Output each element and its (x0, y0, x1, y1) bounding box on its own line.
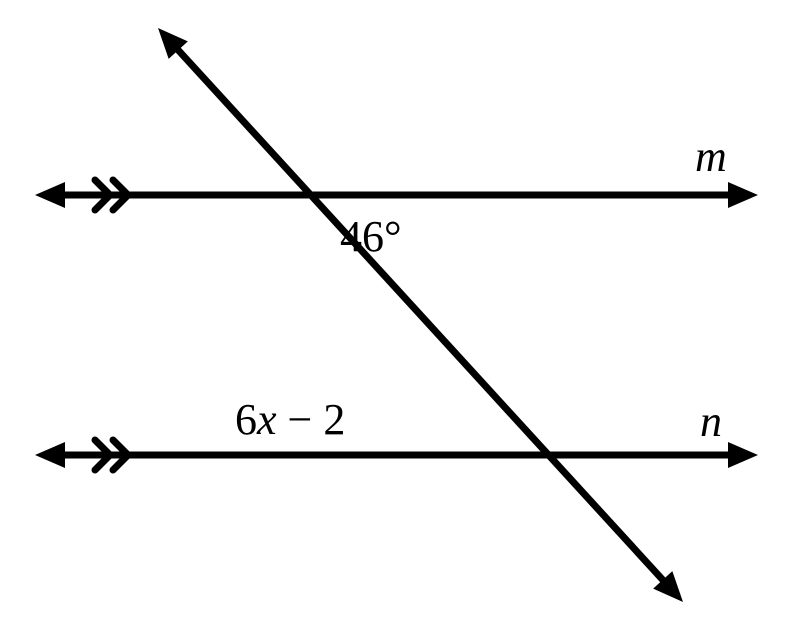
expr-variable: x (257, 395, 277, 444)
expr-coeff: 6 (235, 395, 257, 444)
geometry-diagram (0, 0, 800, 629)
expr-rest: − 2 (277, 395, 346, 444)
line-m-label: m (695, 131, 727, 182)
angle-bottom-label: 6x − 2 (235, 394, 345, 445)
line-n-label: n (700, 396, 722, 447)
angle-top-label: 46° (340, 211, 402, 262)
